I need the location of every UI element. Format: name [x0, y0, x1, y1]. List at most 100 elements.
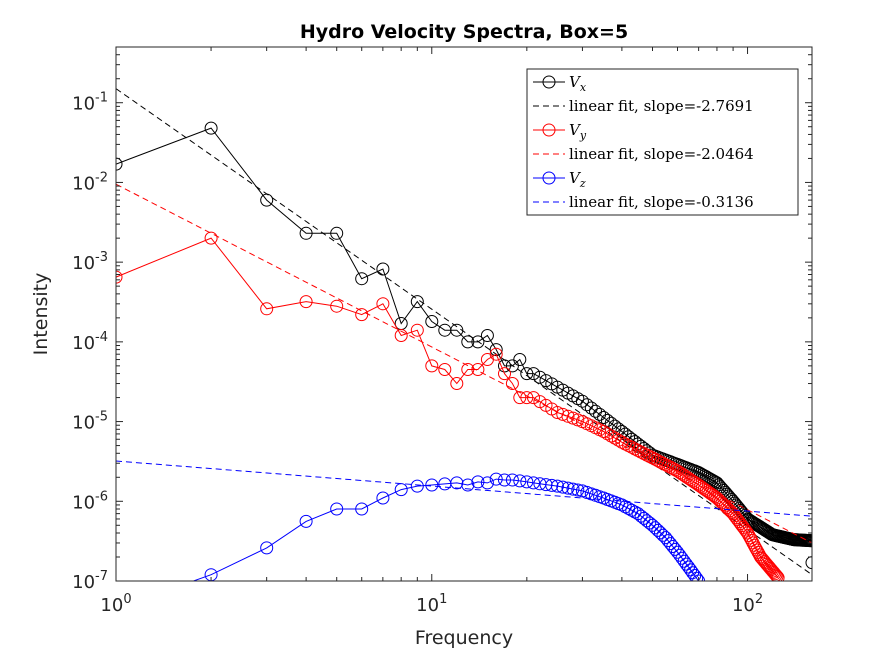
data-point	[355, 272, 369, 286]
data-point	[330, 299, 344, 313]
data-point	[584, 401, 598, 415]
data-point	[769, 568, 783, 581]
data-point	[615, 498, 629, 512]
data-point	[425, 478, 439, 492]
legend-label: linear fit, slope=-2.7691	[569, 97, 754, 115]
fit-line-1	[116, 88, 812, 576]
legend-label: Vy	[569, 121, 587, 142]
data-point	[611, 422, 625, 436]
data-point	[471, 335, 485, 349]
data-point	[330, 226, 344, 240]
plot-area	[116, 88, 812, 581]
data-point	[450, 377, 464, 390]
data-point	[520, 367, 534, 381]
data-point	[498, 473, 511, 487]
data-point	[575, 394, 589, 408]
legend-label: Vx	[569, 73, 587, 94]
data-point	[805, 556, 812, 570]
data-point	[600, 427, 614, 441]
data-point	[376, 297, 390, 311]
data-point	[461, 335, 475, 349]
data-point	[299, 226, 313, 240]
y-axis-label: Intensity	[30, 273, 52, 356]
data-point	[489, 472, 503, 486]
data-point	[527, 476, 540, 490]
data-point	[116, 157, 123, 171]
data-point	[513, 353, 527, 366]
data-point	[545, 478, 559, 492]
fit-line-5	[116, 460, 812, 517]
data-point	[425, 315, 439, 328]
data-point	[566, 482, 580, 496]
data-point	[116, 270, 123, 284]
series-2	[116, 231, 785, 581]
legend-label: Vz	[569, 169, 586, 190]
data-point	[513, 474, 527, 488]
data-point	[355, 308, 369, 322]
data-point	[708, 475, 722, 489]
data-point	[520, 391, 534, 405]
y-tick-label: 10-6	[72, 489, 108, 513]
series-4	[191, 472, 706, 581]
y-tick-label: 10-7	[72, 569, 108, 593]
data-point	[505, 377, 519, 390]
legend-marker	[542, 75, 556, 89]
data-point	[450, 323, 464, 337]
y-tick-label: 10-4	[72, 330, 108, 354]
x-axis-label: Frequency	[415, 627, 513, 649]
data-point	[692, 574, 706, 581]
data-point	[355, 502, 369, 516]
data-point	[561, 481, 575, 495]
legend-marker	[542, 123, 556, 137]
data-point	[513, 391, 527, 405]
data-point	[461, 363, 475, 376]
data-point	[410, 323, 424, 337]
data-point	[768, 567, 782, 581]
data-point	[770, 569, 784, 581]
data-point	[204, 121, 218, 135]
data-point	[550, 479, 564, 493]
data-point	[260, 541, 274, 555]
data-point	[299, 514, 313, 528]
data-point	[654, 526, 667, 540]
y-tick-label: 10-1	[72, 91, 108, 115]
data-point	[260, 302, 274, 316]
axes-box	[115, 46, 813, 582]
data-point	[527, 367, 540, 381]
data-point	[410, 295, 424, 309]
data-point	[561, 409, 575, 423]
data-point	[394, 483, 408, 497]
data-point	[805, 534, 812, 548]
data-point	[489, 347, 503, 361]
series-3	[116, 183, 812, 544]
data-point	[425, 359, 439, 373]
data-point	[556, 480, 570, 494]
data-point	[489, 343, 503, 357]
x-tick-label: 101	[416, 592, 447, 616]
data-point	[690, 571, 704, 581]
fit-line-3	[116, 183, 812, 544]
data-point	[480, 329, 494, 342]
chart-title: Hydro Velocity Spectra, Box=5	[300, 21, 628, 43]
data-point	[628, 442, 642, 456]
data-point	[505, 359, 519, 373]
y-tick-label: 10-2	[72, 170, 108, 194]
legend-label: linear fit, slope=-0.3136	[569, 193, 754, 211]
data-point	[299, 295, 313, 309]
legend-label: linear fit, slope=-2.0464	[569, 145, 754, 163]
legend: Vx linear fit, slope=-2.7691 Vy linear fit,…	[526, 68, 799, 216]
data-point	[648, 521, 662, 535]
legend-box	[526, 68, 799, 216]
data-point	[615, 425, 629, 438]
data-point	[611, 433, 625, 447]
data-point	[646, 518, 659, 532]
data-point	[471, 475, 485, 489]
data-point	[394, 329, 408, 342]
data-point	[656, 528, 670, 542]
data-point	[589, 404, 602, 418]
data-point	[450, 476, 464, 490]
data-point	[461, 478, 475, 492]
x-tick-label: 100	[100, 592, 131, 616]
data-point	[710, 491, 724, 505]
